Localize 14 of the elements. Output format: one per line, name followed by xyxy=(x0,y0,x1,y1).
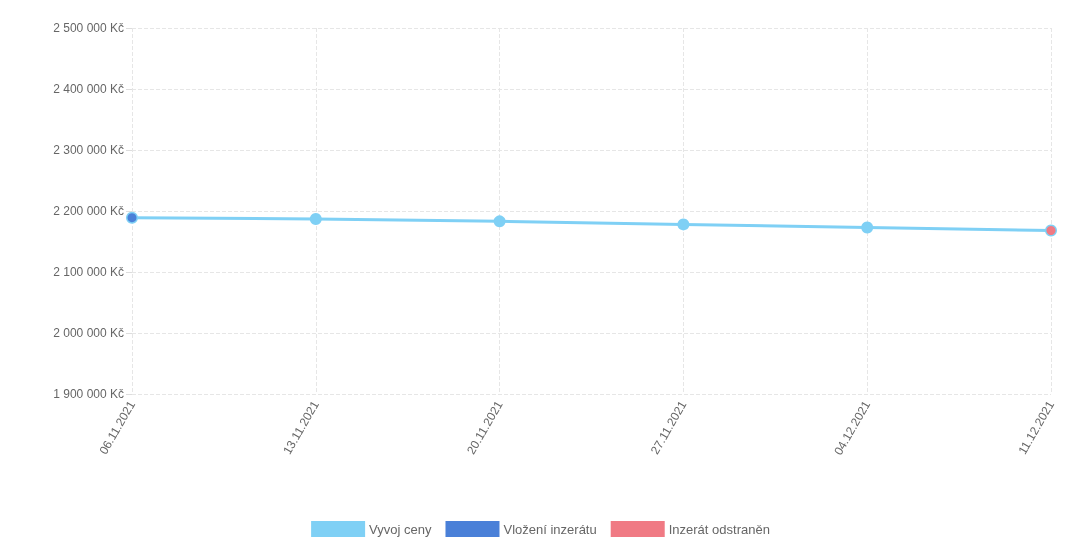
y-tick-label: 2 000 000 Kč xyxy=(53,326,124,340)
y-tick-label: 2 500 000 Kč xyxy=(53,21,124,35)
y-tick-label: 1 900 000 Kč xyxy=(53,387,124,401)
y-tick-label: 2 300 000 Kč xyxy=(53,143,124,157)
point xyxy=(677,218,690,231)
point xyxy=(309,212,322,225)
legend-label: Vložení inzerátu xyxy=(503,521,597,537)
y-tick-label: 2 200 000 Kč xyxy=(53,204,124,218)
y-tick-label: 2 400 000 Kč xyxy=(53,82,124,96)
legend-label: Vyvoj ceny xyxy=(369,521,432,537)
point xyxy=(493,215,506,228)
point xyxy=(861,221,874,234)
legend-label: Inzerát odstraněn xyxy=(668,521,770,537)
y-tick-label: 2 100 000 Kč xyxy=(53,265,124,279)
